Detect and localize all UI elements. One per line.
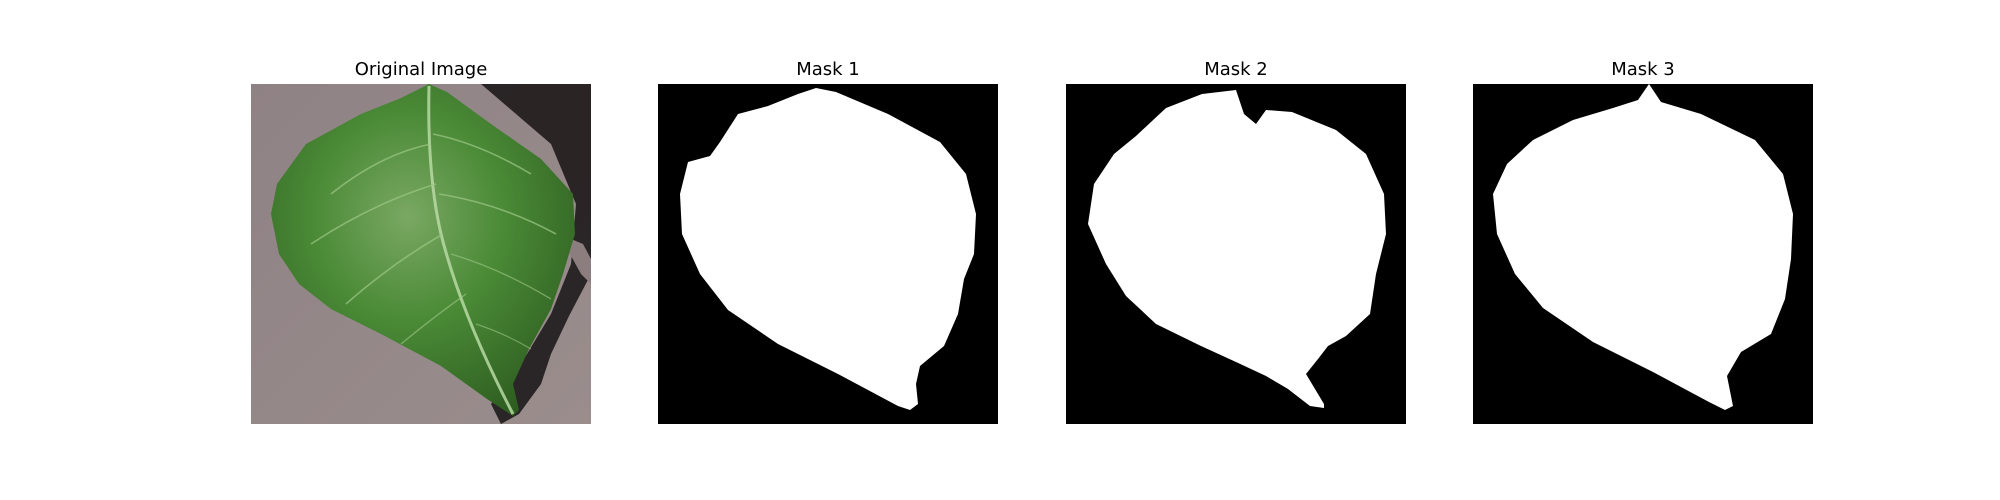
mask-3-image bbox=[1473, 84, 1813, 424]
mask-1-image bbox=[658, 84, 998, 424]
panel-mask-1: Mask 1 bbox=[658, 56, 998, 424]
panel-mask-3: Mask 3 bbox=[1473, 56, 1813, 424]
panel-title: Mask 2 bbox=[1204, 59, 1268, 80]
original-leaf-image bbox=[251, 84, 591, 424]
panel-original-image: Original Image bbox=[251, 56, 591, 424]
panel-title: Mask 3 bbox=[1611, 59, 1675, 80]
panel-title: Mask 1 bbox=[796, 59, 860, 80]
panel-title: Original Image bbox=[354, 59, 488, 80]
panel-mask-2: Mask 2 bbox=[1066, 56, 1406, 424]
mask-2-image bbox=[1066, 84, 1406, 424]
